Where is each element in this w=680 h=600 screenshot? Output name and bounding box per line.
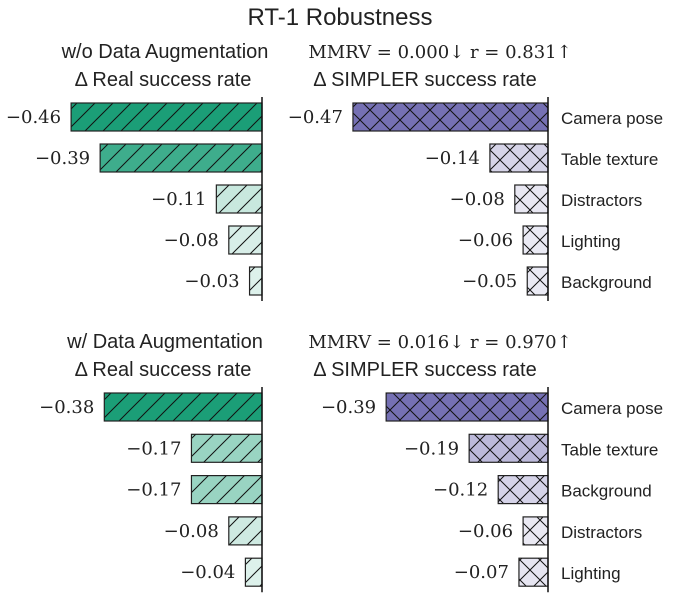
category-label: Table texture [561, 440, 658, 459]
left-value-label: −0.17 [126, 480, 181, 501]
left-bar-hatch [99, 143, 263, 173]
left-xlabel: Δ Real success rate [75, 359, 252, 381]
left-value-label: −0.38 [39, 397, 94, 418]
left-xlabel: Δ Real success rate [75, 69, 252, 91]
right-value-label: −0.07 [454, 562, 509, 583]
category-label: Camera pose [561, 109, 663, 128]
right-xlabel: Δ SIMPLER success rate [313, 69, 536, 91]
category-label: Table texture [561, 150, 658, 169]
right-value-label: −0.12 [433, 480, 488, 501]
category-label: Distractors [561, 523, 642, 542]
right-bar-hatch [526, 266, 549, 296]
left-bar-hatch [228, 225, 263, 255]
left-bar-hatch [248, 266, 263, 296]
panel-metrics: MMRV = 0.016↓ r = 0.970↑ [308, 332, 571, 353]
left-bar-hatch [228, 516, 263, 546]
right-value-label: −0.14 [425, 148, 480, 169]
chart-title: RT-1 Robustness [248, 4, 433, 31]
left-bar-hatch [70, 102, 263, 132]
left-value-label: −0.08 [164, 521, 219, 542]
panel-heading: w/ Data Augmentation [66, 331, 263, 353]
left-bar-hatch [190, 475, 263, 505]
category-label: Lighting [561, 232, 621, 251]
right-value-label: −0.06 [458, 521, 513, 542]
panel-metrics: MMRV = 0.000↓ r = 0.831↑ [308, 42, 571, 63]
left-bar-hatch [215, 184, 263, 214]
right-value-label: −0.05 [462, 271, 517, 292]
category-label: Distractors [561, 191, 642, 210]
right-value-label: −0.39 [321, 397, 376, 418]
panel-heading: w/o Data Augmentation [61, 41, 269, 63]
right-xlabel: Δ SIMPLER success rate [313, 359, 536, 381]
left-value-label: −0.11 [151, 189, 206, 210]
left-value-label: −0.04 [180, 562, 235, 583]
left-bar-hatch [103, 392, 263, 422]
right-value-label: −0.08 [450, 189, 505, 210]
category-label: Background [561, 482, 652, 501]
left-bar-hatch [190, 433, 263, 463]
right-bar-hatch [522, 225, 549, 255]
category-label: Camera pose [561, 399, 663, 418]
left-value-label: −0.39 [35, 148, 90, 169]
category-label: Background [561, 273, 652, 292]
right-bar-hatch [514, 184, 549, 214]
right-bar-hatch [468, 433, 549, 463]
left-value-label: −0.08 [164, 230, 219, 251]
right-value-label: −0.47 [288, 107, 343, 128]
right-bar-hatch [518, 557, 549, 587]
right-value-label: −0.06 [458, 230, 513, 251]
right-bar-hatch [385, 392, 549, 422]
right-value-label: −0.19 [404, 438, 459, 459]
category-label: Lighting [561, 564, 621, 583]
right-bar-hatch [489, 143, 549, 173]
left-value-label: −0.46 [6, 107, 61, 128]
left-value-label: −0.03 [184, 271, 239, 292]
right-bar-hatch [497, 475, 549, 505]
right-bar-hatch [352, 102, 549, 132]
right-bar-hatch [522, 516, 549, 546]
left-bar-hatch [244, 557, 263, 587]
left-value-label: −0.17 [126, 438, 181, 459]
